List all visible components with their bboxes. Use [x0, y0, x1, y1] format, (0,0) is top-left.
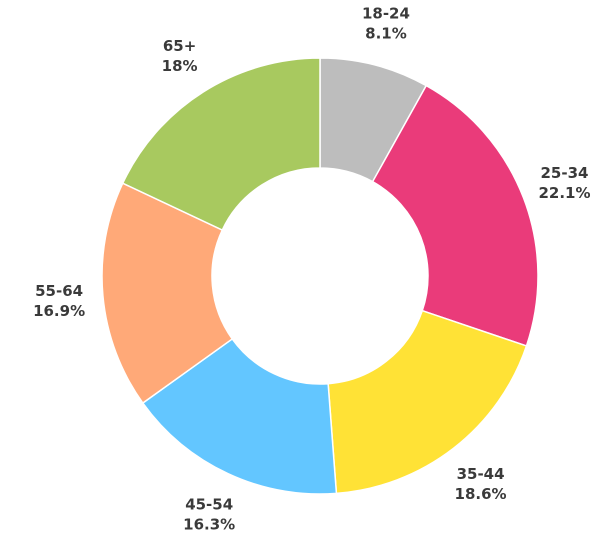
donut-slice-35-44	[327, 309, 528, 495]
donut-slice-55-64	[101, 182, 234, 405]
donut-labels: 18-24 8.1% 25-34 22.1% 35-44 18.6% 45-54 16.3% 5…	[33, 4, 590, 533]
slice-category-label: 55-64	[35, 282, 83, 300]
slice-value-label: 18.6%	[455, 485, 507, 503]
slice-category-label: 18-24	[362, 4, 410, 22]
slice-label-group: 25-34 22.1%	[538, 164, 590, 202]
slice-value-label: 22.1%	[538, 184, 590, 202]
slice-label-group: 55-64 16.9%	[33, 282, 85, 320]
donut-slice-65+	[121, 57, 321, 232]
donut-slices	[101, 57, 539, 495]
slice-value-label: 16.3%	[183, 515, 235, 533]
slice-value-label: 18%	[162, 57, 198, 75]
donut-slice-45-54	[141, 337, 338, 495]
slice-category-label: 45-54	[185, 495, 233, 513]
slice-category-label: 25-34	[541, 164, 589, 182]
slice-label-group: 45-54 16.3%	[183, 495, 235, 533]
slice-category-label: 35-44	[457, 465, 505, 483]
slice-label-group: 35-44 18.6%	[455, 465, 507, 503]
donut-slice-25-34	[371, 84, 539, 347]
slice-category-label: 65+	[163, 37, 196, 55]
slice-value-label: 16.9%	[33, 302, 85, 320]
slice-label-group: 18-24 8.1%	[362, 4, 410, 42]
slice-value-label: 8.1%	[365, 24, 407, 42]
slice-label-group: 65+18%	[162, 37, 198, 75]
